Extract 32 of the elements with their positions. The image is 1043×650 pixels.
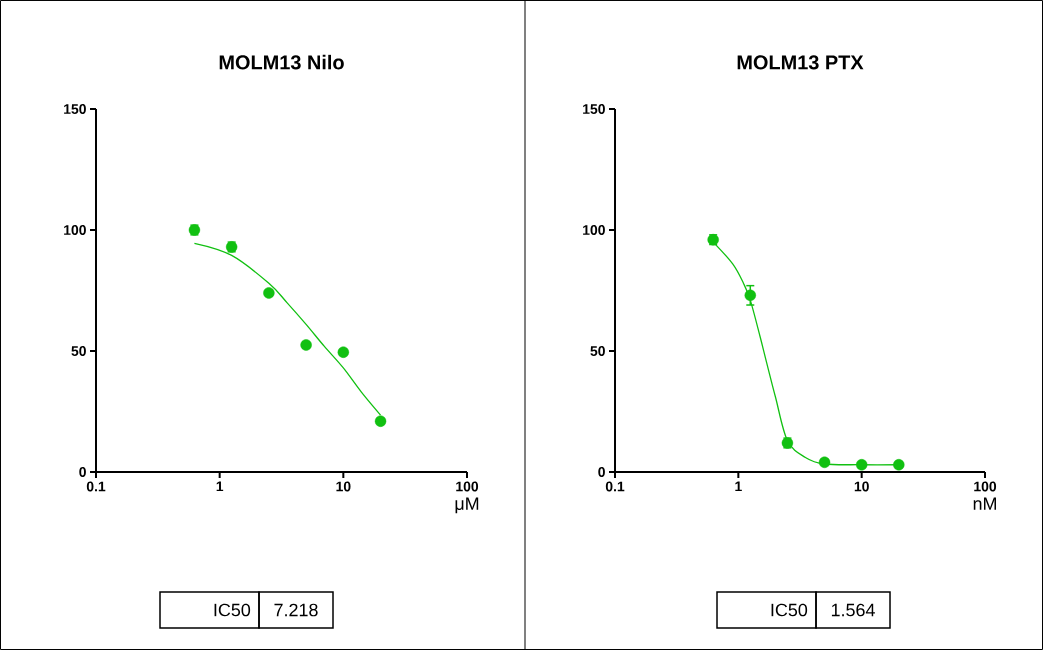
point [855,459,868,471]
x-tick-label: 0.1 [605,481,625,492]
y-tick-label: 50 [71,346,86,356]
y-tick-label: 0 [598,467,605,477]
x-tick-label: 10 [854,481,869,492]
y-tick-label: 0 [79,467,86,477]
y-tick-label: 100 [583,225,605,235]
point [263,287,275,299]
y-tick-label: 100 [64,225,86,235]
point [337,346,350,358]
point [744,289,756,302]
text: IC50 [771,603,808,617]
x-tick-label: 100 [974,481,997,492]
text: 7.218 [274,603,318,617]
x-axis-title: nM [973,497,996,510]
y-tick-label: 150 [583,104,605,114]
point [374,415,387,427]
point [300,339,312,351]
y-tick-label: 50 [590,346,605,356]
x-tick-label: 1 [216,481,224,492]
x-tick-label: 0.1 [86,481,106,492]
chart-title: MOLM13 Nilo [219,54,344,70]
x-axis-title: μM [455,497,479,514]
point [818,456,831,469]
x-tick-label: 1 [735,481,742,492]
y-tick-label: 150 [64,104,86,114]
point [893,459,905,471]
text: 1.564 [831,603,875,617]
x-tick-label: 100 [456,481,479,492]
chart-title: MOLM13 PTX [737,55,864,70]
x-tick-label: 10 [336,481,351,492]
text: IC50 [214,603,251,617]
